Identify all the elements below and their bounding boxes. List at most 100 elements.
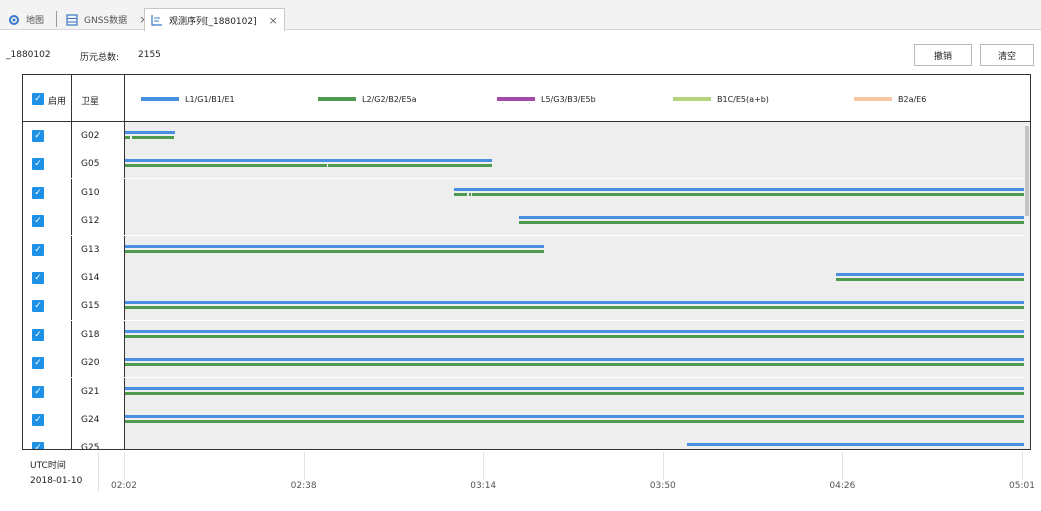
satellite-name: G18 [71,320,124,349]
axis-date: 2018-01-10 [30,476,83,486]
observation-track [124,235,1024,264]
satellite-name: G15 [71,292,124,321]
select-all-checkbox[interactable]: ✓ [32,93,44,105]
tab-gnss-data-label: GNSS数据 [84,16,128,26]
column-divider [71,75,72,122]
tab-observation-series[interactable]: 观测序列[_1880102] × [144,8,285,31]
column-divider [124,75,125,122]
l2-observation-bar [125,249,544,253]
satellite-row: ✓ G12 [23,207,1030,236]
tab-map[interactable]: 地图 [2,9,50,30]
axis-tick-label: 03:14 [470,481,497,491]
l2-observation-bar [125,363,1025,367]
l2-observation-bar [125,164,327,168]
satellite-column-header: 卫星 [81,97,100,107]
legend-label: B2a/E6 [898,94,927,104]
legend-item-l5: L5/G3/B3/E5b [497,93,596,105]
legend-item-l1: L1/G1/B1/E1 [141,93,235,105]
satellite-enable-checkbox[interactable]: ✓ [32,357,44,370]
satellite-enable-checkbox[interactable]: ✓ [32,215,44,228]
axis-title: UTC时间 [30,461,66,471]
axis-gridline [1022,452,1023,480]
l2-observation-bar [125,136,131,139]
legend-item-l2: L2/G2/B2/E5a [318,93,417,105]
satellite-enable-checkbox[interactable]: ✓ [32,385,44,398]
l2-observation-bar [519,221,1025,225]
satellite-row: ✓ G10 [23,178,1030,207]
observation-track [124,320,1025,349]
l2-observation-bar [125,420,1025,423]
satellite-enable-checkbox[interactable]: ✓ [32,328,44,341]
clear-button[interactable]: 清空 [980,44,1034,66]
legend-item-b2a: B2a/E6 [854,93,926,105]
satellite-name: G21 [71,377,124,406]
l2-observation-bar [836,278,1025,281]
observation-grid: ✓ 启用 卫星 L1/G1/B1/E1 L2/G2/B2/E5a L5/G3/B… [22,74,1031,450]
legend-swatch [318,97,356,101]
observation-track [124,178,1025,207]
satellite-enable-checkbox[interactable]: ✓ [32,414,44,426]
row-checkbox-cell: ✓ [23,150,71,179]
l2-observation-bar [125,391,1025,395]
axis-tick-label: 05:01 [1009,481,1035,491]
row-checkbox-cell: ✓ [23,264,71,292]
satellite-row: ✓ G20 [23,349,1030,378]
legend-label: B1C/E5(a+b) [717,94,769,104]
row-checkbox-cell: ✓ [23,406,71,434]
l2-observation-bar [132,136,175,139]
tab-map-label: 地图 [26,16,45,26]
satellite-name: G05 [71,150,124,179]
axis-gridline [124,452,125,480]
l1-observation-bar [686,443,1025,447]
satellite-name: G24 [71,406,124,434]
l1-observation-bar [125,131,175,134]
legend-label: L5/G3/B3/E5b [541,94,596,104]
satellite-row: ✓ G21 [23,377,1030,406]
l2-observation-bar [328,164,493,168]
satellite-enable-checkbox[interactable]: ✓ [32,158,44,171]
scrollbar-thumb[interactable] [1025,126,1029,216]
satellite-row: ✓ G25 [23,434,1030,449]
l1-observation-bar [125,386,1025,390]
tab-bar: 地图 GNSS数据 × 观测序列[_1880102] × [0,0,1041,31]
satellite-enable-checkbox[interactable]: ✓ [32,442,44,449]
satellite-row: ✓ G15 [23,292,1030,321]
observation-track [124,122,1024,150]
tab-observation-series-label: 观测序列[_1880102] [169,16,257,27]
row-checkbox-cell: ✓ [23,377,71,406]
chart-icon [151,14,163,26]
satellite-enable-checkbox[interactable]: ✓ [32,272,44,284]
tab-gnss-data[interactable]: GNSS数据 × [60,9,154,30]
axis-tick-label: 02:38 [290,481,317,491]
l1-observation-bar [125,415,1025,418]
satellite-enable-checkbox[interactable]: ✓ [32,243,44,256]
row-checkbox-cell: ✓ [23,122,71,150]
legend-swatch [141,97,179,101]
satellite-row: ✓ G24 [23,406,1030,434]
l1-observation-bar [519,216,1025,220]
satellite-name: G14 [71,264,124,292]
undo-button[interactable]: 撤销 [914,44,972,66]
satellite-enable-checkbox[interactable]: ✓ [32,186,44,199]
legend-label: L1/G1/B1/E1 [185,94,235,104]
satellite-enable-checkbox[interactable]: ✓ [32,300,44,313]
epoch-count-label: 历元总数: [80,53,120,63]
l1-observation-bar [125,244,544,248]
vertical-scrollbar[interactable] [1024,122,1030,449]
satellite-name: G13 [71,235,124,264]
l2-observation-bar [125,306,1025,310]
close-icon[interactable]: × [268,13,278,27]
axis-tick-label: 03:50 [649,481,676,491]
satellite-enable-checkbox[interactable]: ✓ [32,130,44,142]
observation-track [124,292,1025,321]
satellite-rows: ✓ G02 ✓ G05 ✓ G10 ✓ G12 ✓ G13 ✓ G14 ✓ G15 ✓ G18 ✓ G20 ✓ G21… [23,122,1030,449]
grid-header: ✓ 启用 卫星 L1/G1/B1/E1 L2/G2/B2/E5a L5/G3/B… [23,75,1030,122]
satellite-name: G12 [71,207,124,236]
satellite-row: ✓ G05 [23,150,1030,179]
close-icon[interactable]: × [139,13,148,26]
observation-track [124,264,1025,292]
legend-label: L2/G2/B2/E5a [362,94,417,104]
satellite-name: G10 [71,178,124,207]
legend-swatch [497,97,535,101]
l2-observation-bar [468,192,471,196]
